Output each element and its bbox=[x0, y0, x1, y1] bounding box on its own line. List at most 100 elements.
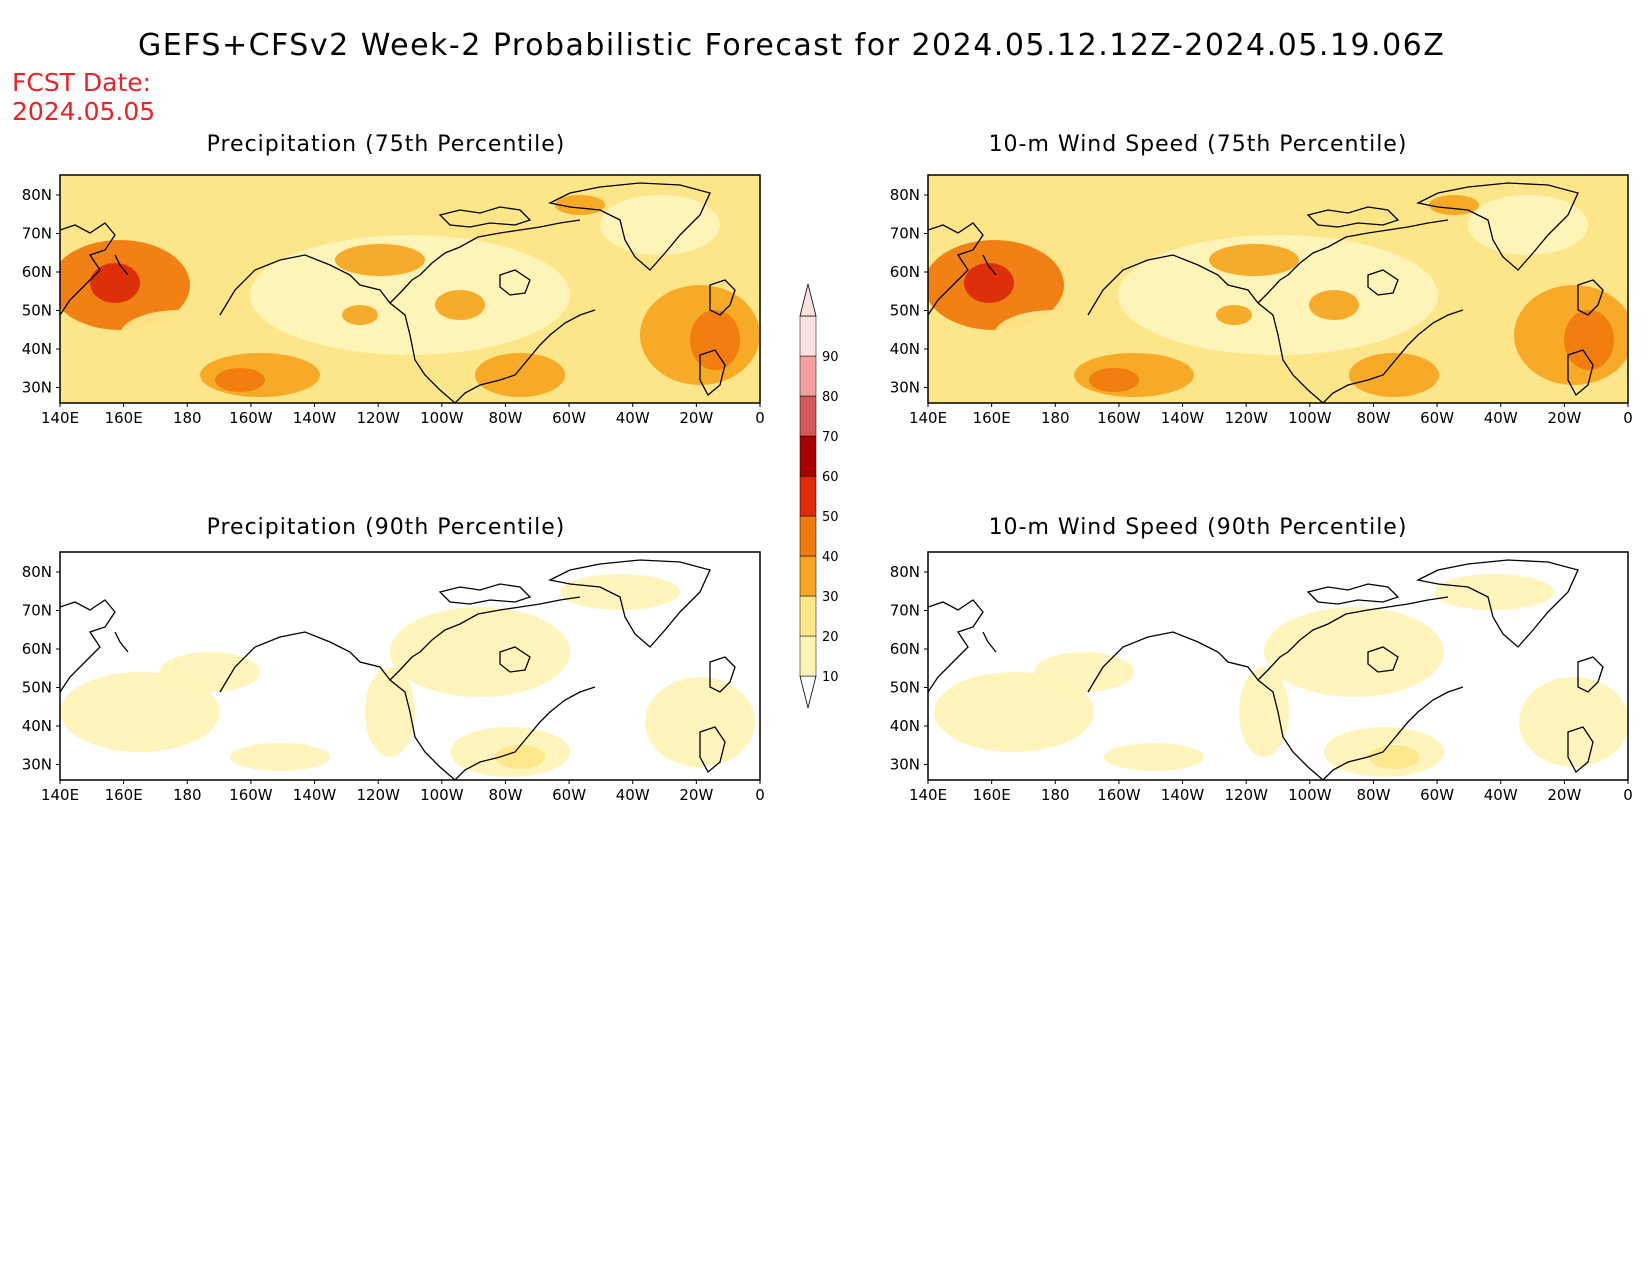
panel-title-wind-90: 10-m Wind Speed (90th Percentile) bbox=[988, 515, 1408, 540]
lat-tick-label: 60N bbox=[890, 640, 920, 658]
coastline bbox=[1257, 596, 1449, 681]
lat-tick-label: 80N bbox=[22, 186, 52, 204]
colorbar-segment bbox=[799, 595, 817, 637]
lon-tick-label: 40W bbox=[616, 786, 650, 804]
lat-tick-label: 60N bbox=[22, 263, 52, 281]
coastline bbox=[709, 656, 736, 693]
coastline bbox=[548, 559, 711, 648]
shading-light bbox=[600, 195, 720, 255]
lon-tick-label: 160E bbox=[973, 786, 1011, 804]
lon-tick-label: 80W bbox=[1356, 409, 1390, 427]
probability-shading bbox=[1564, 310, 1614, 370]
lon-tick-label: 0 bbox=[1623, 409, 1633, 427]
probability-shading bbox=[230, 743, 330, 771]
lon-tick-label: 140E bbox=[41, 786, 79, 804]
lon-tick-label: 20W bbox=[1547, 409, 1581, 427]
colorbar-label: 90 bbox=[822, 350, 839, 365]
colorbar-high-arrow bbox=[799, 283, 817, 317]
lon-tick-label: 160E bbox=[105, 409, 143, 427]
panel-title-wind-75: 10-m Wind Speed (75th Percentile) bbox=[988, 132, 1408, 157]
forecast-date-label: FCST Date: bbox=[12, 68, 152, 97]
panel-title-precip-90: Precipitation (90th Percentile) bbox=[206, 515, 566, 540]
probability-shading bbox=[120, 310, 240, 360]
map-wind-75: 140E 160E 180 160W 140W 120W 100W 80W 60W 40W 20W 0… bbox=[890, 174, 1633, 427]
coastline bbox=[454, 686, 596, 780]
coastline bbox=[699, 726, 726, 774]
probability-shading bbox=[1349, 353, 1439, 397]
lon-tick-label: 40W bbox=[1484, 786, 1518, 804]
coastline bbox=[499, 646, 531, 673]
lat-tick-label: 30N bbox=[22, 379, 52, 397]
probability-shading bbox=[495, 745, 545, 769]
coastline bbox=[454, 309, 596, 403]
coastline bbox=[1367, 269, 1399, 296]
lon-tick-label: 60W bbox=[1420, 409, 1454, 427]
lat-tick-label: 70N bbox=[22, 602, 52, 620]
coastline bbox=[1577, 656, 1604, 693]
probability-shading bbox=[1104, 743, 1204, 771]
probability-shading bbox=[1034, 652, 1134, 692]
coastline bbox=[1087, 631, 1324, 780]
coastline bbox=[1567, 726, 1594, 774]
lat-tick-label: 60N bbox=[22, 640, 52, 658]
coastline bbox=[1306, 206, 1400, 228]
lat-tick-label: 60N bbox=[890, 263, 920, 281]
lon-tick-label: 120W bbox=[356, 409, 400, 427]
probability-shading bbox=[1239, 667, 1289, 757]
probability-shading bbox=[560, 574, 680, 610]
lon-tick-label: 140E bbox=[909, 409, 947, 427]
forecast-date-block: FCST Date: 2024.05.05 bbox=[12, 68, 155, 126]
coastline bbox=[60, 222, 116, 316]
lat-tick-label: 70N bbox=[890, 225, 920, 243]
coastline bbox=[1577, 279, 1604, 316]
lon-tick-label: 160E bbox=[105, 786, 143, 804]
lat-tick-label: 30N bbox=[890, 756, 920, 774]
probability-shading bbox=[1369, 745, 1419, 769]
lon-tick-label: 140W bbox=[1161, 786, 1205, 804]
probability-shading bbox=[60, 672, 220, 752]
lon-tick-label: 80W bbox=[488, 409, 522, 427]
coastline bbox=[1416, 182, 1579, 271]
lon-tick-label: 140E bbox=[41, 409, 79, 427]
colorbar-label: 20 bbox=[822, 630, 839, 645]
coastline bbox=[1322, 686, 1464, 780]
coastline bbox=[709, 279, 736, 316]
probability-shading bbox=[964, 263, 1014, 303]
coastline bbox=[219, 254, 456, 403]
lat-tick-label: 50N bbox=[890, 302, 920, 320]
probability-shading bbox=[1209, 244, 1299, 276]
lon-tick-label: 180 bbox=[173, 786, 202, 804]
lon-tick-label: 140W bbox=[1161, 409, 1205, 427]
map-precip-90: 140E 160E 180 160W 140W 120W 100W 80W 60W 40W 20W 0… bbox=[22, 551, 765, 804]
lon-tick-label: 160E bbox=[973, 409, 1011, 427]
lat-tick-label: 70N bbox=[22, 225, 52, 243]
coastline bbox=[1087, 254, 1324, 403]
colorbar: 10 20 30 40 50 60 70 80 90 bbox=[799, 283, 839, 709]
colorbar-segment bbox=[799, 555, 817, 597]
probability-shading bbox=[1434, 574, 1554, 610]
coastline bbox=[1567, 349, 1594, 397]
lon-tick-label: 160W bbox=[229, 786, 273, 804]
coastline bbox=[438, 206, 532, 228]
colorbar-label: 40 bbox=[822, 550, 839, 565]
lon-tick-label: 100W bbox=[420, 409, 464, 427]
probability-shading bbox=[90, 263, 140, 303]
coastline bbox=[928, 222, 984, 316]
colorbar-segment bbox=[799, 435, 817, 477]
coastline bbox=[1416, 559, 1579, 648]
map-frame bbox=[59, 174, 761, 404]
probability-shading bbox=[390, 607, 570, 697]
lon-tick-label: 0 bbox=[755, 786, 765, 804]
lon-tick-label: 60W bbox=[552, 409, 586, 427]
lon-tick-label: 60W bbox=[552, 786, 586, 804]
coastline bbox=[114, 631, 129, 653]
lon-tick-label: 120W bbox=[1224, 409, 1268, 427]
probability-shading bbox=[342, 305, 378, 325]
coastline bbox=[389, 596, 581, 681]
lat-tick-label: 50N bbox=[890, 679, 920, 697]
colorbar-segment bbox=[799, 515, 817, 557]
map-frame bbox=[59, 551, 761, 781]
lat-tick-label: 80N bbox=[890, 186, 920, 204]
coastline bbox=[1367, 646, 1399, 673]
map-frame bbox=[927, 551, 1629, 781]
